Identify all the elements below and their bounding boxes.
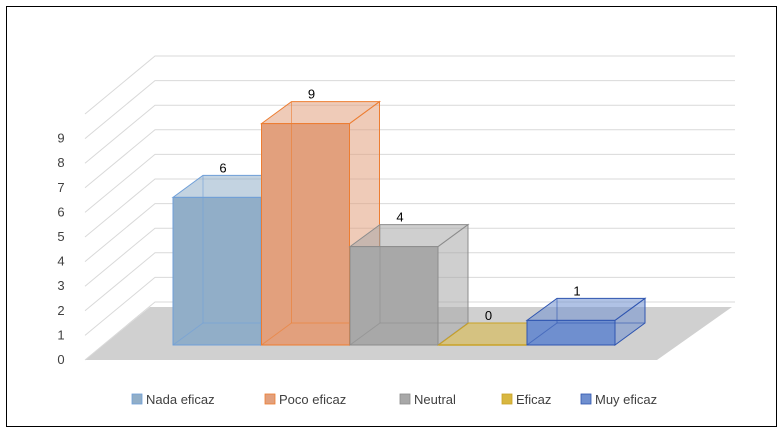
bar-front — [261, 123, 350, 346]
legend-label: Poco eficaz — [279, 392, 346, 407]
gridline — [84, 276, 735, 336]
y-tick-label: 0 — [57, 352, 64, 367]
data-label: 9 — [308, 87, 315, 102]
legend-label: Neutral — [414, 392, 456, 407]
legend-swatch — [399, 393, 411, 405]
legend-swatch — [501, 393, 513, 405]
gridline — [84, 129, 735, 189]
y-tick-label: 1 — [57, 327, 64, 342]
bar-front — [172, 196, 262, 346]
bar-front — [349, 246, 439, 346]
bar-front — [526, 319, 616, 346]
gridline — [84, 301, 735, 361]
y-tick-label: 6 — [57, 204, 64, 219]
y-tick-label: 2 — [57, 303, 64, 318]
y-tick-label: 9 — [57, 131, 64, 146]
y-tick-label: 5 — [57, 229, 64, 244]
gridline — [84, 104, 735, 164]
legend-swatch — [580, 393, 592, 405]
gridline — [84, 80, 735, 139]
data-label: 0 — [485, 308, 492, 323]
legend-label: Eficaz — [516, 392, 551, 407]
gridline — [84, 227, 735, 287]
gridline — [84, 252, 735, 312]
gridline — [84, 178, 735, 238]
gridline — [84, 55, 735, 115]
y-tick-label: 7 — [57, 180, 64, 195]
data-label: 4 — [396, 210, 403, 225]
legend-swatch — [131, 393, 143, 405]
legend-label: Muy eficaz — [595, 392, 657, 407]
y-tick-label: 4 — [57, 254, 64, 269]
legend-swatch — [264, 393, 276, 405]
bar — [348, 223, 470, 346]
legend-label: Nada eficaz — [146, 392, 215, 407]
gridline — [84, 203, 735, 262]
chart: 0 1 2 3 4 5 6 7 8 9 6 9 4 0 1 Nada eficaz Poco eficaz N… — [57, 55, 735, 407]
chart-frame: 0 1 2 3 4 5 6 7 8 9 6 9 4 0 1 Nada eficaz Poco eficaz N… — [6, 6, 777, 427]
data-label: 1 — [573, 283, 580, 298]
y-tick-label: 3 — [57, 278, 64, 293]
gridline — [84, 153, 735, 213]
bar — [525, 297, 647, 346]
data-label: 6 — [219, 160, 226, 175]
y-tick-label: 8 — [57, 155, 64, 170]
